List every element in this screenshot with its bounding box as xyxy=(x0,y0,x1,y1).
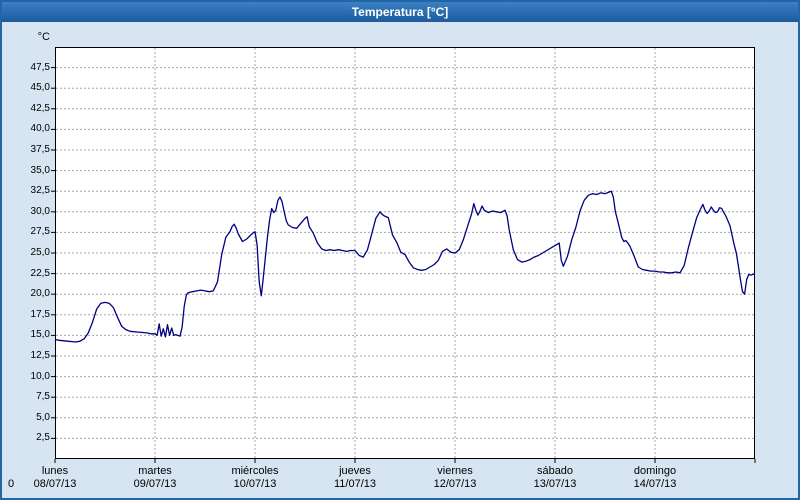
day-date: 09/07/13 xyxy=(133,478,177,490)
day-date: 11/07/13 xyxy=(333,478,376,490)
y-tick-label: 17,5 xyxy=(30,308,50,320)
x-day-label: miércoles 10/07/13 xyxy=(213,465,297,491)
y-tick-label: 47,5 xyxy=(30,61,50,73)
y-tick-label: 10,0 xyxy=(30,370,50,382)
x-day-label: jueves 11/07/13 xyxy=(313,465,397,491)
day-date: 08/07/13 xyxy=(33,478,77,490)
x-day-label: viernes 12/07/13 xyxy=(413,465,497,491)
day-date: 10/07/13 xyxy=(233,478,277,490)
y-tick-label: 22,5 xyxy=(30,267,50,279)
y-tick-label: 45,0 xyxy=(30,82,50,94)
temperature-line xyxy=(54,190,756,343)
day-name: sábado xyxy=(536,465,574,477)
day-name: martes xyxy=(138,465,172,477)
y-tick-label: 20,0 xyxy=(30,288,50,300)
y-tick-label: 7,5 xyxy=(36,391,50,403)
day-name: lunes xyxy=(41,465,69,477)
y-tick-label: 27,5 xyxy=(30,226,50,238)
y-axis-unit-label: °C xyxy=(37,31,50,43)
y-tick-label: 42,5 xyxy=(30,102,50,114)
day-name: viernes xyxy=(437,465,473,477)
y-tick-label: 25,0 xyxy=(30,247,50,258)
y-tick-label: 12,5 xyxy=(30,350,50,361)
day-date: 13/07/13 xyxy=(533,478,577,490)
x-day-label: domingo 14/07/13 xyxy=(613,465,697,491)
chart-title-bar: Temperatura [°C] xyxy=(2,2,798,22)
y-tick-label: 40,0 xyxy=(30,123,50,135)
footer-zero-label: 0 xyxy=(8,478,15,490)
y-tick-label: 30,0 xyxy=(30,205,50,217)
chart-area: °C 0 47,5 45,0 42,5 40,0 37,5 35,0 32,5 30,0 27,… xyxy=(2,22,798,498)
y-tick-label: 35,0 xyxy=(30,164,50,176)
day-date: 12/07/13 xyxy=(433,478,477,490)
day-name: jueves xyxy=(339,465,371,477)
chart-title: Temperatura [°C] xyxy=(351,5,449,19)
x-day-label: lunes 08/07/13 xyxy=(13,465,97,491)
day-date: 14/07/13 xyxy=(633,478,677,490)
y-tick-label: 37,5 xyxy=(30,144,50,155)
y-tick-label: 15,0 xyxy=(30,329,50,341)
y-tick-label: 5,0 xyxy=(36,411,50,423)
day-name: miércoles xyxy=(231,465,279,477)
plot-area xyxy=(51,47,756,463)
temperature-chart-svg xyxy=(51,47,756,463)
y-tick-label: 2,5 xyxy=(36,432,50,444)
day-name: domingo xyxy=(633,465,677,477)
y-tick-label: 32,5 xyxy=(30,185,50,197)
x-day-label: martes 09/07/13 xyxy=(113,465,197,491)
x-day-label: sábado 13/07/13 xyxy=(513,465,597,491)
